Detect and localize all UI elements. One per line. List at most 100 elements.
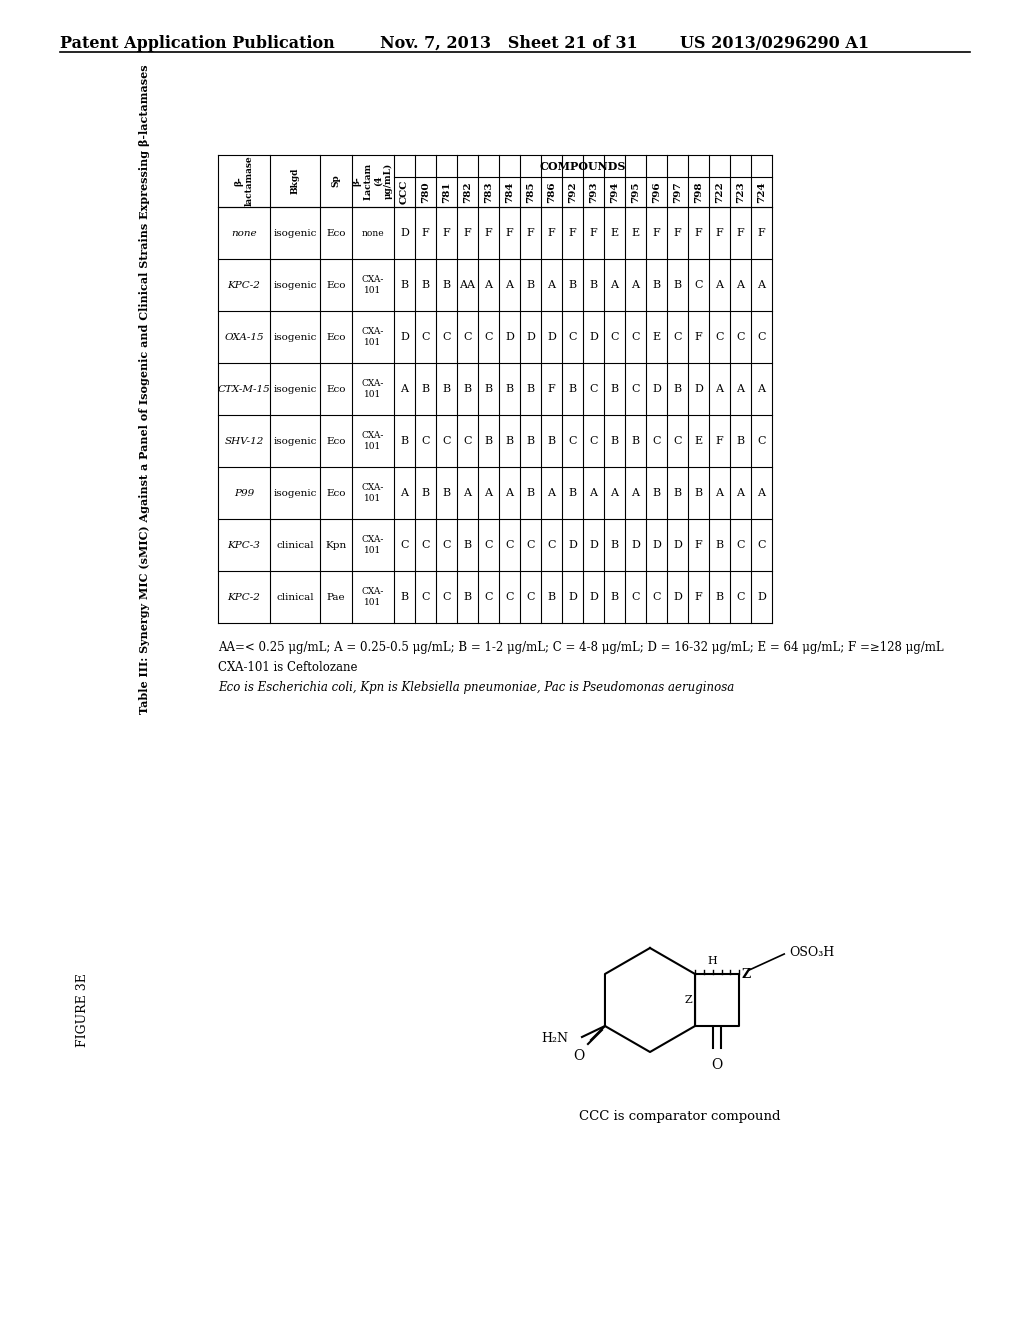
Text: CXA-
101: CXA- 101	[361, 536, 384, 554]
Text: 797: 797	[673, 181, 682, 203]
Text: B: B	[694, 488, 702, 498]
Text: Z: Z	[741, 968, 751, 981]
Text: none: none	[361, 228, 384, 238]
Text: F: F	[484, 228, 493, 238]
Text: clinical: clinical	[276, 593, 313, 602]
Text: B: B	[716, 591, 724, 602]
Text: C: C	[463, 333, 472, 342]
Text: D: D	[568, 591, 577, 602]
Text: B: B	[400, 591, 409, 602]
Text: Pae: Pae	[327, 593, 345, 602]
Text: F: F	[652, 228, 660, 238]
Text: F: F	[568, 228, 577, 238]
Text: C: C	[673, 333, 682, 342]
Text: O: O	[712, 1059, 723, 1072]
Text: C: C	[652, 591, 660, 602]
Text: C: C	[421, 333, 430, 342]
Text: A: A	[548, 280, 555, 290]
Text: C: C	[421, 540, 430, 550]
Text: Eco is Escherichia coli, Kpn is Klebsiella pneumoniae, Pac is Pseudomonas aerugi: Eco is Escherichia coli, Kpn is Klebsiel…	[218, 681, 734, 694]
Text: D: D	[547, 333, 556, 342]
Text: Patent Application Publication: Patent Application Publication	[60, 36, 335, 51]
Text: 794: 794	[610, 181, 618, 203]
Text: C: C	[631, 591, 640, 602]
Text: D: D	[400, 333, 409, 342]
Text: D: D	[694, 384, 702, 393]
Text: A: A	[716, 280, 724, 290]
Text: C: C	[631, 384, 640, 393]
Text: 785: 785	[526, 181, 535, 203]
Text: B: B	[652, 488, 660, 498]
Text: β-
lactamase: β- lactamase	[234, 156, 254, 206]
Text: C: C	[484, 333, 493, 342]
Text: A: A	[400, 384, 409, 393]
Text: C: C	[758, 436, 766, 446]
Text: B: B	[464, 384, 472, 393]
Text: FIGURE 3E: FIGURE 3E	[76, 973, 88, 1047]
Text: 784: 784	[505, 181, 514, 203]
Text: CXA-
101: CXA- 101	[361, 276, 384, 294]
Text: isogenic: isogenic	[273, 437, 316, 446]
Text: Table III: Synergy MIC (sMIC) Against a Panel of Isogenic and Clinical Strains E: Table III: Synergy MIC (sMIC) Against a …	[139, 65, 151, 714]
Text: A: A	[758, 280, 766, 290]
Text: CXA-101 is Ceftolozane: CXA-101 is Ceftolozane	[218, 661, 357, 675]
Text: β-
Lactam
(4
μg/mL): β- Lactam (4 μg/mL)	[353, 162, 393, 199]
Text: C: C	[694, 280, 702, 290]
Text: Eco: Eco	[327, 281, 346, 289]
Text: F: F	[694, 540, 702, 550]
Text: C: C	[442, 333, 451, 342]
Text: 724: 724	[757, 181, 766, 203]
Text: A: A	[632, 280, 640, 290]
Text: C: C	[442, 540, 451, 550]
Text: A: A	[506, 280, 513, 290]
Text: C: C	[673, 436, 682, 446]
Text: F: F	[694, 333, 702, 342]
Text: B: B	[674, 280, 682, 290]
Text: A: A	[610, 280, 618, 290]
Text: E: E	[652, 333, 660, 342]
Text: A: A	[736, 280, 744, 290]
Text: C: C	[547, 540, 556, 550]
Text: 786: 786	[547, 181, 556, 203]
Text: isogenic: isogenic	[273, 384, 316, 393]
Text: C: C	[505, 591, 514, 602]
Text: F: F	[694, 228, 702, 238]
Text: C: C	[526, 540, 535, 550]
Text: A: A	[400, 488, 409, 498]
Text: C: C	[715, 333, 724, 342]
Text: B: B	[610, 384, 618, 393]
Text: F: F	[548, 384, 555, 393]
Text: B: B	[590, 280, 598, 290]
Text: clinical: clinical	[276, 540, 313, 549]
Text: P99: P99	[233, 488, 254, 498]
Text: 798: 798	[694, 181, 703, 203]
Text: B: B	[422, 488, 429, 498]
Text: B: B	[610, 540, 618, 550]
Text: F: F	[736, 228, 744, 238]
Text: B: B	[736, 436, 744, 446]
Text: F: F	[716, 436, 723, 446]
Text: Eco: Eco	[327, 437, 346, 446]
Text: C: C	[758, 540, 766, 550]
Text: C: C	[736, 540, 744, 550]
Text: CCC is comparator compound: CCC is comparator compound	[580, 1110, 780, 1123]
Text: B: B	[422, 384, 429, 393]
Text: D: D	[589, 333, 598, 342]
Text: C: C	[568, 436, 577, 446]
Text: KPC-2: KPC-2	[227, 281, 260, 289]
Text: B: B	[568, 280, 577, 290]
Text: CXA-
101: CXA- 101	[361, 483, 384, 503]
Text: B: B	[632, 436, 640, 446]
Text: isogenic: isogenic	[273, 228, 316, 238]
Text: CXA-
101: CXA- 101	[361, 587, 384, 607]
Text: CXA-
101: CXA- 101	[361, 432, 384, 450]
Text: B: B	[506, 436, 514, 446]
Text: D: D	[652, 384, 660, 393]
Text: F: F	[442, 228, 451, 238]
Text: Sp: Sp	[332, 174, 341, 187]
Text: B: B	[548, 436, 556, 446]
Text: A: A	[548, 488, 555, 498]
Text: C: C	[736, 591, 744, 602]
Text: Kpn: Kpn	[326, 540, 347, 549]
Text: B: B	[674, 488, 682, 498]
